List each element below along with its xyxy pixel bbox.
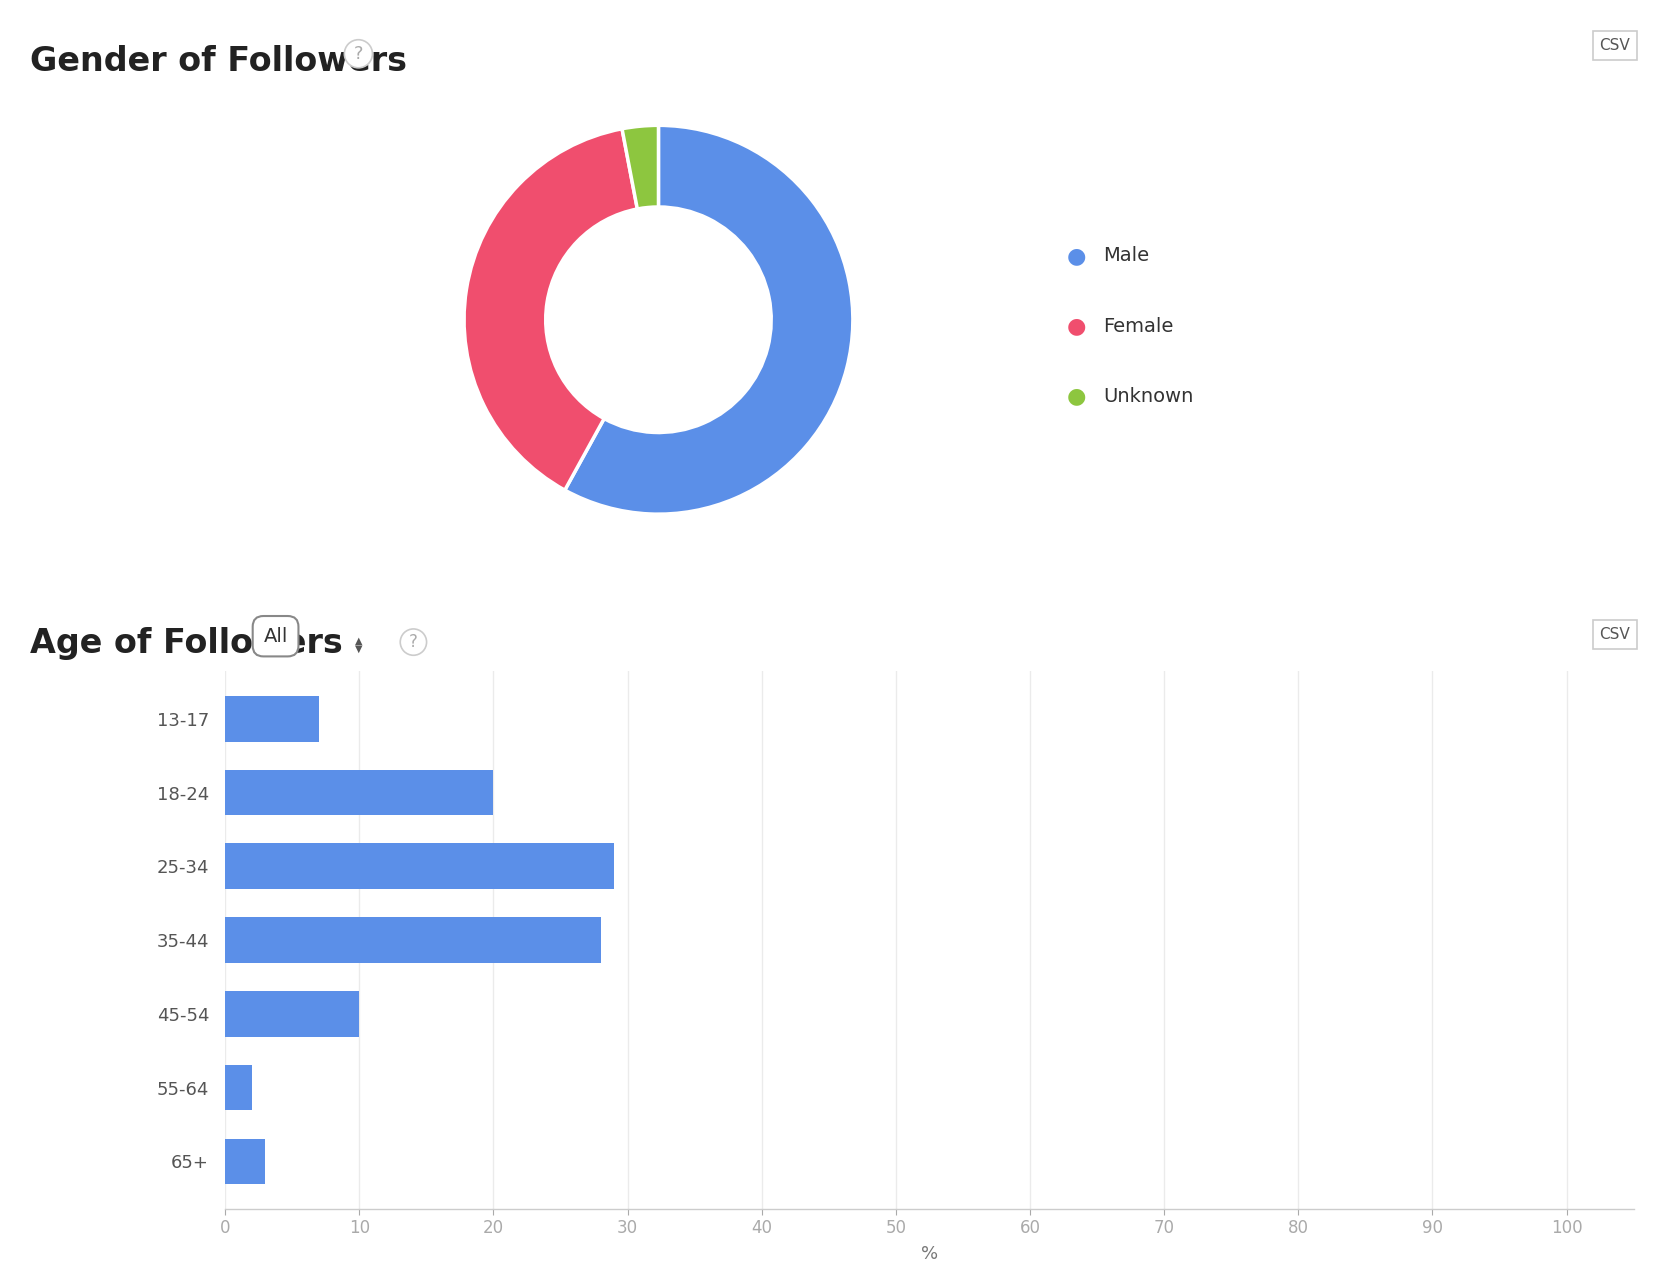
Text: CSV: CSV [1600, 38, 1630, 54]
Text: ?: ? [408, 633, 418, 651]
Bar [225, 770, 493, 816]
Text: Male: Male [1104, 247, 1150, 265]
Text: ●: ● [1067, 316, 1087, 336]
Text: ▲
▼: ▲ ▼ [355, 636, 362, 654]
Text: ?: ? [353, 45, 363, 63]
Text: Gender of Followers: Gender of Followers [30, 45, 407, 78]
Wedge shape [565, 125, 854, 514]
Bar [225, 1138, 265, 1184]
Wedge shape [622, 125, 658, 208]
Bar [225, 696, 318, 742]
Bar [225, 843, 613, 889]
Text: Age of Followers: Age of Followers [30, 627, 343, 660]
Text: CSV: CSV [1600, 627, 1630, 642]
Text: All: All [263, 627, 288, 646]
Bar [225, 917, 600, 963]
Wedge shape [463, 129, 637, 490]
Bar [225, 1064, 252, 1110]
X-axis label: %: % [920, 1246, 939, 1264]
Text: Female: Female [1104, 317, 1174, 335]
Text: Unknown: Unknown [1104, 388, 1194, 405]
Text: ●: ● [1067, 386, 1087, 407]
Text: ●: ● [1067, 246, 1087, 266]
Bar [225, 991, 358, 1037]
